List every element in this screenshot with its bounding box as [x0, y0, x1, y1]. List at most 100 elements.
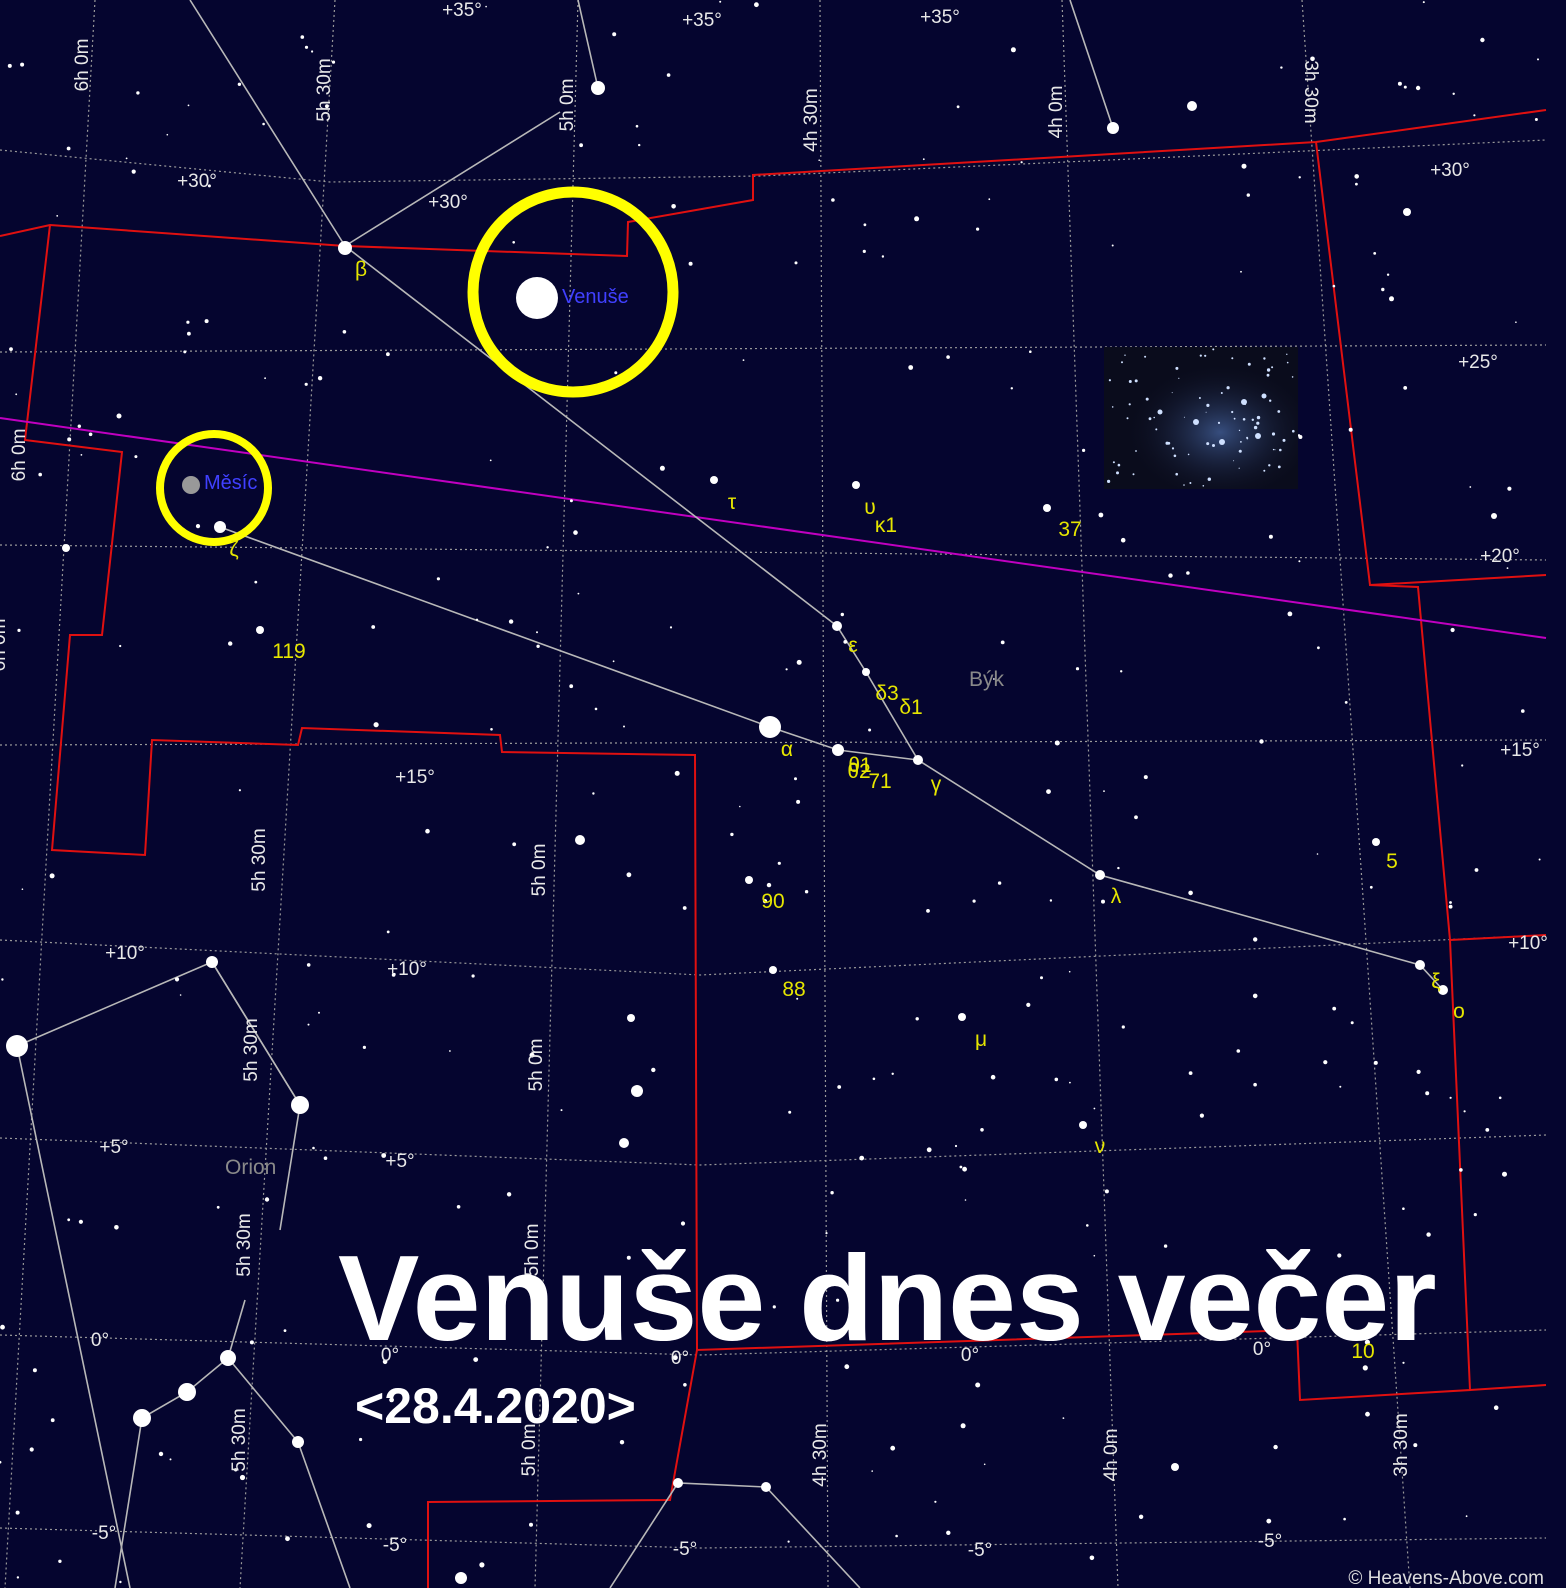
- star: [638, 143, 641, 147]
- pleiades-star: [1153, 416, 1155, 419]
- pleiades-star: [1256, 415, 1261, 420]
- star: [1298, 435, 1303, 439]
- star: [946, 355, 950, 359]
- star: [922, 158, 925, 161]
- star: [577, 592, 580, 595]
- star: [1365, 1411, 1370, 1417]
- planet-label: Měsíc: [204, 472, 257, 494]
- star: [1265, 1289, 1270, 1294]
- star: [1402, 1207, 1405, 1210]
- star: [0, 1324, 5, 1330]
- constellation-line: [344, 111, 561, 247]
- star: [626, 872, 632, 878]
- pleiades-star: [1121, 361, 1123, 364]
- star: [836, 1298, 840, 1302]
- star: [362, 1045, 366, 1049]
- star: [993, 678, 995, 680]
- star: [895, 1534, 898, 1538]
- star: [962, 1166, 967, 1172]
- pleiades-star: [1233, 460, 1235, 462]
- star: [1026, 1002, 1031, 1008]
- star-label: ο: [1453, 1000, 1465, 1023]
- star: [719, 0, 722, 3]
- pleiades-star: [1268, 464, 1271, 467]
- star: [473, 1357, 479, 1362]
- star: [49, 873, 55, 879]
- star: [1473, 114, 1476, 117]
- star: [926, 1147, 932, 1153]
- star: [264, 1197, 270, 1202]
- star: [980, 1128, 984, 1132]
- star: [619, 1138, 629, 1148]
- star: [1343, 1517, 1346, 1521]
- star: [1465, 1515, 1468, 1518]
- pleiades-star: [1286, 361, 1289, 364]
- pleiades-star: [1183, 484, 1185, 486]
- star: [1354, 174, 1359, 179]
- pleiades-star: [1246, 436, 1249, 439]
- star: [1403, 208, 1411, 216]
- ra-label: 3h 30m: [1391, 1413, 1412, 1476]
- star: [1506, 567, 1509, 569]
- star: [1120, 537, 1126, 543]
- star: [908, 365, 914, 370]
- pleiades-star: [1116, 471, 1119, 475]
- star: [285, 1536, 290, 1542]
- star: [796, 997, 799, 1000]
- star: [1273, 1444, 1278, 1450]
- pleiades-star: [1238, 429, 1241, 432]
- star: [66, 146, 71, 151]
- pleiades-star: [1126, 417, 1129, 420]
- star: [825, 1232, 828, 1235]
- star: [21, 888, 24, 890]
- star: [29, 1447, 34, 1452]
- star: [1253, 1082, 1257, 1087]
- dec-label: 0°: [961, 1345, 979, 1366]
- pleiades-star: [1135, 450, 1137, 452]
- pleiades-star: [1266, 368, 1271, 372]
- pleiades-star: [1217, 421, 1221, 424]
- star: [207, 184, 211, 188]
- star: [312, 1146, 315, 1150]
- star: [158, 1451, 164, 1457]
- star: [512, 842, 517, 847]
- star: [777, 861, 781, 865]
- star: [868, 728, 872, 732]
- star: [915, 1017, 919, 1021]
- star: [762, 899, 768, 904]
- star: [627, 1014, 635, 1022]
- star: [766, 882, 772, 888]
- star: [569, 684, 574, 689]
- star: [1098, 512, 1104, 518]
- pleiades-star: [1277, 410, 1281, 413]
- star: [683, 1383, 687, 1387]
- star: [304, 45, 309, 49]
- star: [1463, 1110, 1466, 1113]
- star: [382, 1359, 388, 1365]
- pleiades-star: [1279, 448, 1282, 452]
- pleiades-star: [1291, 376, 1294, 378]
- star: [1449, 901, 1452, 904]
- star: [67, 1218, 71, 1222]
- star: [88, 432, 93, 437]
- star: [436, 577, 440, 581]
- star: [490, 728, 493, 731]
- star-label: δ1: [899, 696, 922, 719]
- pleiades-star: [1231, 410, 1234, 414]
- pleiades-star: [1112, 461, 1115, 464]
- boundary-line: [0, 109, 1547, 258]
- star: [317, 376, 323, 381]
- pleiades-star: [1212, 348, 1215, 351]
- pleiades-star: [1240, 441, 1242, 443]
- boundary-line: [1449, 934, 1547, 941]
- star: [318, 1011, 320, 1014]
- star: [386, 352, 390, 357]
- star: [594, 707, 598, 711]
- pleiades-star: [1178, 377, 1180, 379]
- star-label: ε: [848, 634, 857, 657]
- star: [672, 1355, 678, 1361]
- star: [890, 1445, 896, 1451]
- star: [1010, 387, 1013, 390]
- star: [1287, 611, 1293, 617]
- pleiades-star: [1204, 354, 1207, 357]
